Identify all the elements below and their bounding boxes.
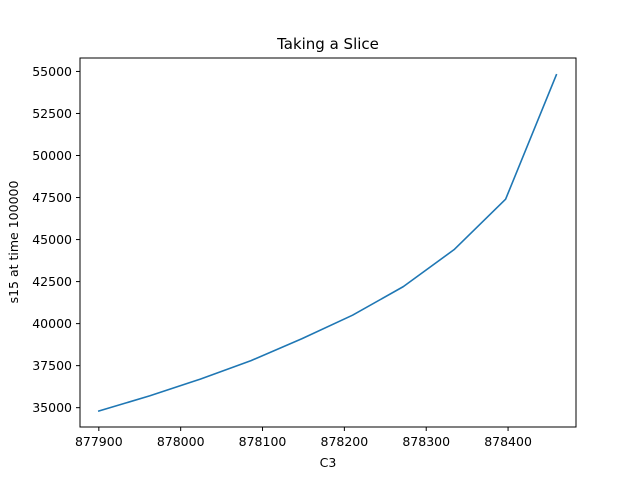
x-tick-label: 878400 <box>484 434 532 449</box>
y-tick-label: 47500 <box>32 190 72 205</box>
plot-area: 877900 878000 878100 878200 878300 878400 3500… <box>32 64 558 449</box>
y-tick-label: 40000 <box>32 316 72 331</box>
x-tick-label: 878200 <box>321 434 369 449</box>
y-tick-label: 42500 <box>32 274 72 289</box>
y-axis-label: s15 at time 100000 <box>6 181 21 304</box>
y-tick-label: 45000 <box>32 232 72 247</box>
plot-frame <box>79 57 577 428</box>
x-tick-label: 877900 <box>75 434 123 449</box>
x-tick-label: 878100 <box>239 434 287 449</box>
series-line-0 <box>97 73 558 413</box>
y-tick-label: 55000 <box>32 64 72 79</box>
y-tick-label: 52500 <box>32 106 72 121</box>
x-tick-label: 878300 <box>402 434 450 449</box>
x-axis-label: C3 <box>320 455 337 470</box>
chart-title: Taking a Slice <box>276 35 379 53</box>
y-tick-label: 50000 <box>32 148 72 163</box>
y-tick-label: 35000 <box>32 400 72 415</box>
x-tick-label: 878000 <box>157 434 205 449</box>
y-tick-label: 37500 <box>32 358 72 373</box>
